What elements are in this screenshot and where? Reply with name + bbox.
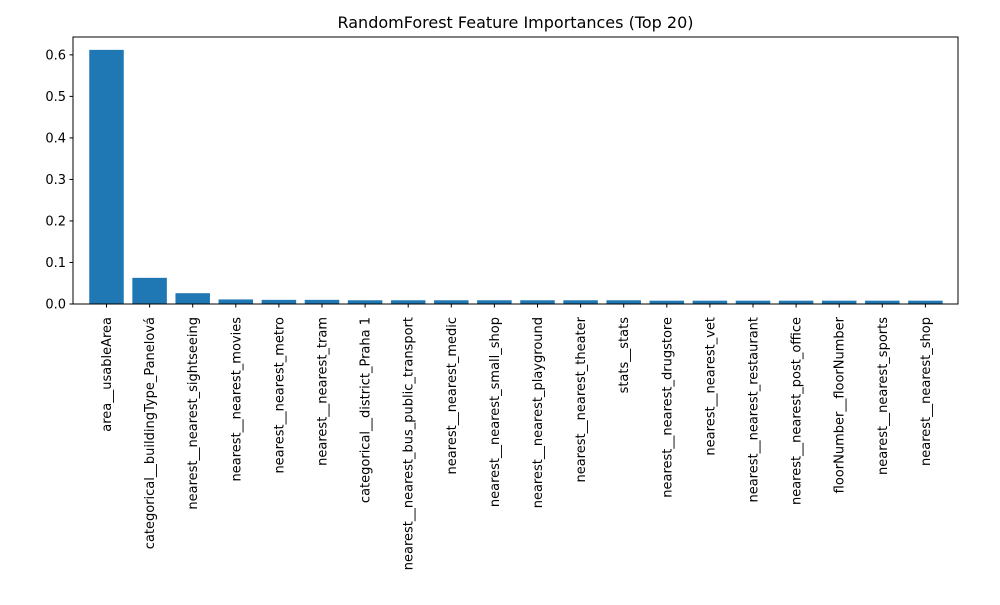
x-tick-label: nearest__nearest_bus_public_transport xyxy=(402,317,417,570)
bars-group xyxy=(89,49,943,305)
bar xyxy=(434,300,469,304)
x-tick-label: categorical__buildingType_Panelová xyxy=(143,317,158,549)
x-tick-label: nearest__nearest_playground xyxy=(531,317,546,508)
x-tick-label: nearest__nearest_medic xyxy=(445,317,460,474)
x-tick-label: nearest__nearest_shop xyxy=(919,317,934,466)
y-tick-label: 0.0 xyxy=(45,298,66,313)
y-tick-label: 0.6 xyxy=(45,48,66,63)
bar xyxy=(520,300,555,304)
x-tick-label: categorical__district_Praha 1 xyxy=(359,317,374,503)
bar xyxy=(89,49,124,305)
bar xyxy=(865,300,900,304)
x-tick-label: nearest__nearest_theater xyxy=(574,316,589,482)
y-tick-label: 0.2 xyxy=(45,214,66,229)
y-tick-label: 0.1 xyxy=(45,256,66,271)
x-tick-label: nearest__nearest_sports xyxy=(876,317,891,475)
x-tick-label: nearest__nearest_restaurant xyxy=(747,317,762,503)
bar xyxy=(778,300,814,304)
bar xyxy=(821,300,857,304)
x-tick-label: nearest__nearest_post_office xyxy=(790,317,805,505)
y-tick-label: 0.4 xyxy=(45,131,66,146)
x-tick-label: area__usableArea xyxy=(100,317,115,432)
bar xyxy=(261,299,297,304)
y-axis: 0.0 0.1 0.2 0.3 0.4 0.5 0.6 xyxy=(45,48,73,313)
bar xyxy=(606,300,641,304)
x-axis: area__usableArea categorical__buildingTyp… xyxy=(100,304,934,570)
chart-title: RandomForest Feature Importances (Top 20… xyxy=(337,13,693,32)
bar xyxy=(175,293,210,304)
x-tick-label: nearest__nearest_movies xyxy=(229,317,244,482)
x-tick-label: nearest__nearest_vet xyxy=(703,317,718,456)
x-tick-label: nearest__nearest_drugstore xyxy=(660,317,675,498)
bar xyxy=(390,300,426,304)
bar xyxy=(692,300,728,304)
x-tick-label: stats__stats xyxy=(617,317,632,394)
bar xyxy=(132,277,167,304)
bar xyxy=(477,300,512,304)
plot-frame xyxy=(72,36,959,305)
x-tick-label: nearest__nearest_metro xyxy=(272,317,287,474)
x-tick-label: nearest__nearest_small_shop xyxy=(488,317,503,507)
x-tick-label: floorNumber__floorNumber xyxy=(833,316,848,493)
bar xyxy=(908,300,943,304)
bar xyxy=(218,299,254,304)
bar xyxy=(304,299,340,304)
bar xyxy=(563,300,598,304)
bar xyxy=(649,300,685,304)
bar xyxy=(347,300,383,304)
y-tick-label: 0.5 xyxy=(45,90,66,105)
x-tick-label: nearest__nearest_sightseeing xyxy=(186,317,201,510)
y-tick-label: 0.3 xyxy=(45,173,66,188)
bar xyxy=(735,300,771,304)
x-tick-label: nearest__nearest_tram xyxy=(316,317,331,466)
